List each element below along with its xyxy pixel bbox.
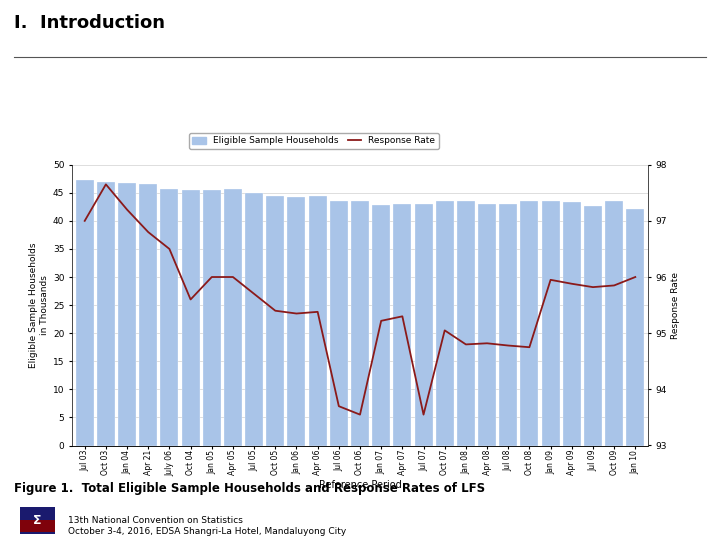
Bar	[541, 201, 559, 446]
Bar	[76, 180, 94, 446]
Bar	[266, 195, 284, 446]
Bar	[393, 204, 411, 446]
X-axis label: Reference Period: Reference Period	[319, 480, 401, 490]
Y-axis label: Response Rate: Response Rate	[671, 272, 680, 339]
Text: I.  Introduction: I. Introduction	[14, 14, 166, 31]
Bar	[457, 201, 475, 446]
Text: 13th National Convention on Statistics: 13th National Convention on Statistics	[68, 516, 243, 525]
Bar	[20, 520, 55, 532]
Bar	[626, 208, 644, 446]
Text: October 3-4, 2016, EDSA Shangri-La Hotel, Mandaluyong City: October 3-4, 2016, EDSA Shangri-La Hotel…	[68, 526, 346, 536]
Bar	[203, 190, 221, 446]
Bar	[118, 183, 136, 445]
Bar	[605, 201, 623, 446]
Bar	[245, 193, 263, 446]
Bar	[330, 201, 348, 446]
Bar	[97, 181, 115, 445]
Y-axis label: Eligible Sample Households
in Thousands: Eligible Sample Households in Thousands	[30, 242, 49, 368]
Bar	[181, 190, 199, 446]
Bar	[478, 204, 496, 446]
Bar	[161, 189, 179, 446]
Bar	[351, 201, 369, 446]
Bar	[436, 201, 454, 446]
Bar	[499, 204, 517, 446]
Text: Σ: Σ	[33, 514, 42, 526]
Bar	[20, 508, 55, 520]
Bar	[563, 202, 581, 446]
Bar	[415, 204, 433, 446]
Text: Figure 1.  Total Eligible Sample Households and Response Rates of LFS: Figure 1. Total Eligible Sample Househol…	[14, 482, 485, 495]
Bar	[139, 184, 157, 446]
Bar	[521, 201, 539, 446]
Bar	[372, 205, 390, 446]
Bar	[287, 197, 305, 446]
Bar	[224, 190, 242, 446]
Bar	[584, 206, 602, 446]
Bar	[309, 195, 327, 446]
Legend: Eligible Sample Households, Response Rate: Eligible Sample Households, Response Rat…	[189, 133, 439, 149]
